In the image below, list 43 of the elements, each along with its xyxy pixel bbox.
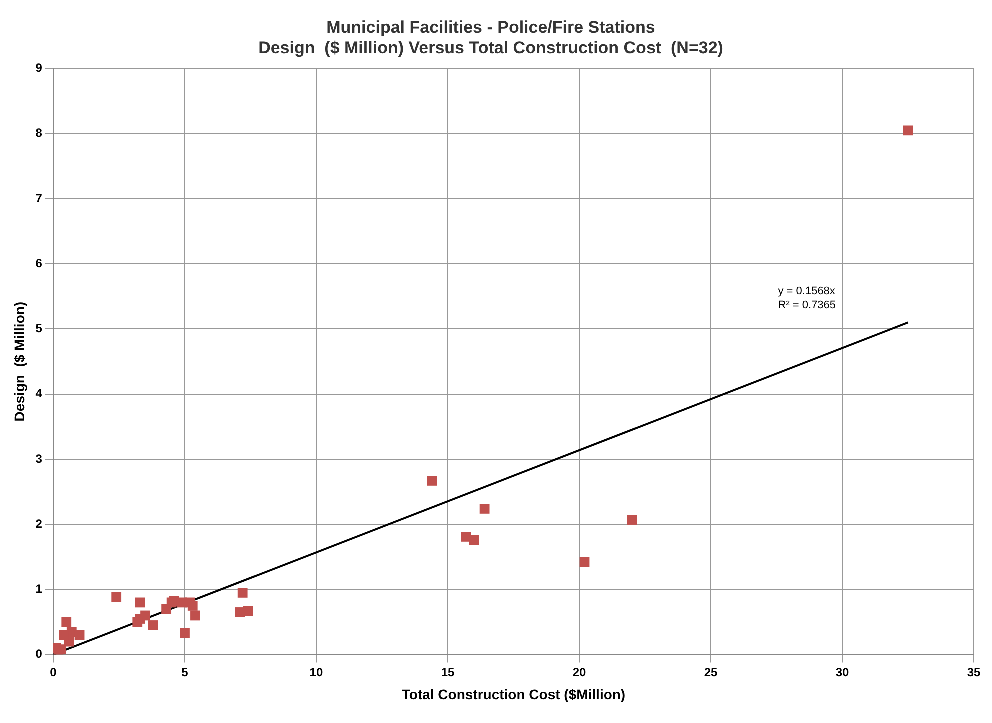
x-tick-label: 20 xyxy=(572,665,586,680)
point xyxy=(580,557,590,568)
point xyxy=(148,620,158,630)
point xyxy=(427,476,438,486)
point xyxy=(188,601,198,611)
y-tick-label: 9 xyxy=(36,61,43,76)
x-tick-label: 15 xyxy=(441,665,455,680)
y-tick-label: 0 xyxy=(36,647,43,662)
y-tick-label: 5 xyxy=(36,322,43,336)
point xyxy=(135,598,146,608)
y-tick-label: 1 xyxy=(36,582,43,596)
x-tick-label: 0 xyxy=(50,665,58,680)
annotation: R² = 0.7365 xyxy=(778,300,836,312)
y-tick-label: 8 xyxy=(36,126,43,140)
chart-subtitle: Design ($ Million) Versus Total Construction Cost (N=32) xyxy=(258,38,724,58)
y-tick-label: 7 xyxy=(36,191,43,206)
y-tick-label: 4 xyxy=(36,386,43,401)
y-tick-label: 3 xyxy=(36,452,43,466)
chart-title: Municipal Facilities - Police/Fire Stations xyxy=(326,18,656,37)
point xyxy=(238,588,248,598)
annotation: y = 0.1568x xyxy=(778,286,836,298)
point xyxy=(469,535,480,546)
y-tick-label: 2 xyxy=(36,516,43,531)
point xyxy=(903,126,914,136)
point xyxy=(74,630,85,640)
point xyxy=(190,610,200,621)
point xyxy=(62,617,72,628)
x-axis-title: Total Construction Cost ($Million) xyxy=(402,686,626,702)
x-tick-label: 25 xyxy=(704,665,718,680)
point xyxy=(180,628,190,638)
y-axis-title: Design ($ Million) xyxy=(11,302,28,422)
x-tick-label: 30 xyxy=(836,665,850,680)
point xyxy=(112,592,122,602)
point xyxy=(140,610,150,621)
point xyxy=(627,515,638,525)
x-tick-label: 35 xyxy=(967,665,981,680)
point xyxy=(480,504,490,514)
x-tick-label: 5 xyxy=(182,665,189,680)
x-tick-label: 10 xyxy=(310,665,324,680)
point xyxy=(166,598,177,608)
point xyxy=(243,606,254,616)
point xyxy=(132,617,143,628)
y-tick-label: 6 xyxy=(36,256,43,270)
